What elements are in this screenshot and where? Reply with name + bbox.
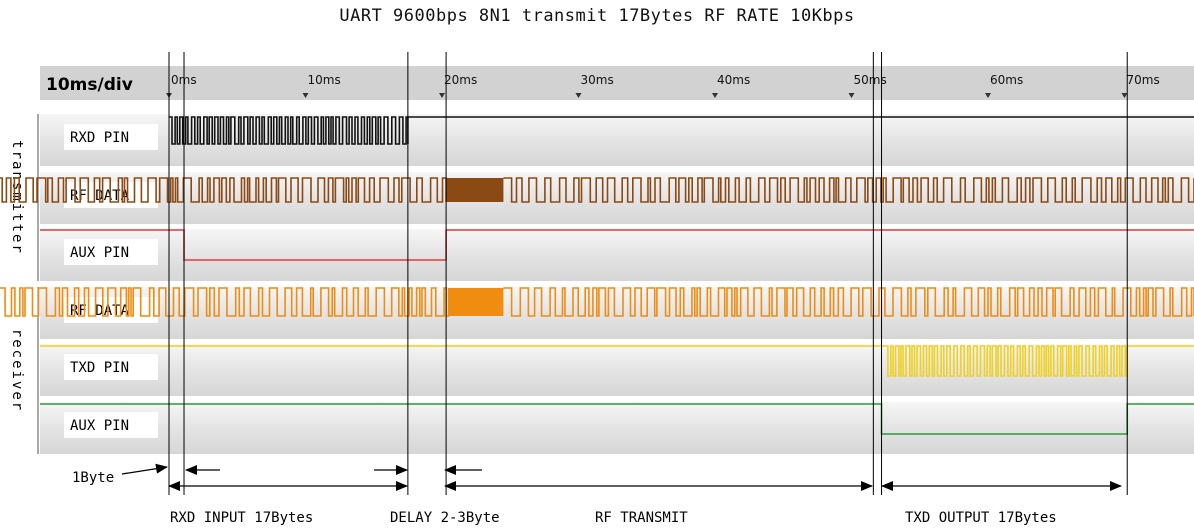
group-label: receiver: [9, 329, 25, 412]
time-tick-label: 20ms: [444, 73, 477, 87]
tick-mark: [712, 93, 718, 98]
signal-row: [40, 287, 1194, 339]
tx-rf-data-trace: [503, 177, 1194, 203]
tick-mark: [575, 93, 582, 98]
tick-mark: [985, 93, 991, 98]
tick-mark: [439, 93, 445, 98]
scale-label: 10ms/div: [46, 75, 133, 95]
signal-row: [40, 402, 1194, 454]
time-tick-label: 10ms: [308, 73, 341, 87]
rxd-input-label: RXD INPUT 17Bytes: [170, 510, 313, 526]
time-tick-label: 60ms: [990, 73, 1023, 87]
rx-aux-pin-trace: [40, 403, 1194, 435]
row-label: AUX PIN: [70, 418, 129, 434]
row-label: AUX PIN: [70, 245, 129, 261]
rx-rf-preamble: [448, 288, 504, 316]
byte-arrow-left: [121, 463, 168, 475]
time-tick-label: 50ms: [854, 73, 887, 87]
annotations: 1Byte RXD INPUT 17Bytes DELAY 2-3Byte RF…: [72, 463, 1122, 526]
tick-mark: [302, 93, 309, 98]
rf-transmit-label: RF TRANSMIT: [595, 510, 688, 526]
txd-pin-trace: [885, 345, 1128, 377]
byte-label: 1Byte: [72, 470, 114, 486]
row-label-box: [64, 239, 158, 265]
time-tick-label: 70ms: [1127, 73, 1160, 87]
row-label: TXD PIN: [70, 360, 129, 376]
time-tick-label: 30ms: [581, 73, 614, 87]
row-label-box: [64, 124, 158, 150]
time-axis: 10ms/div 0ms 10ms 20ms 30ms 40ms 50ms 60ms 70ms: [40, 66, 1194, 100]
signal-row: [40, 114, 1194, 166]
tx-rf-data-trace: [0, 177, 447, 203]
signal-row: [40, 229, 1194, 281]
row-label: RXD PIN: [70, 130, 129, 146]
tx-aux-pin-trace: [40, 229, 1194, 261]
diagram-title: UART 9600bps 8N1 transmit 17Bytes RF RAT…: [339, 6, 855, 26]
tx-rf-preamble: [446, 178, 504, 202]
row-label-box: [64, 354, 158, 380]
time-tick-label: 40ms: [717, 73, 750, 87]
rxd-pin-trace: [169, 116, 409, 145]
time-markers: [168, 52, 1128, 495]
tick-mark: [848, 93, 855, 98]
row-label-box: [64, 297, 158, 323]
rx-rf-data-trace: [503, 287, 1194, 317]
txd-output-label: TXD OUTPUT 17Bytes: [905, 510, 1057, 526]
tick-mark: [1121, 93, 1128, 98]
row-label-box: [64, 412, 158, 438]
rx-rf-data-trace: [0, 287, 450, 317]
delay-label: DELAY 2-3Byte: [390, 510, 500, 526]
group-label: transmitter: [9, 140, 25, 255]
